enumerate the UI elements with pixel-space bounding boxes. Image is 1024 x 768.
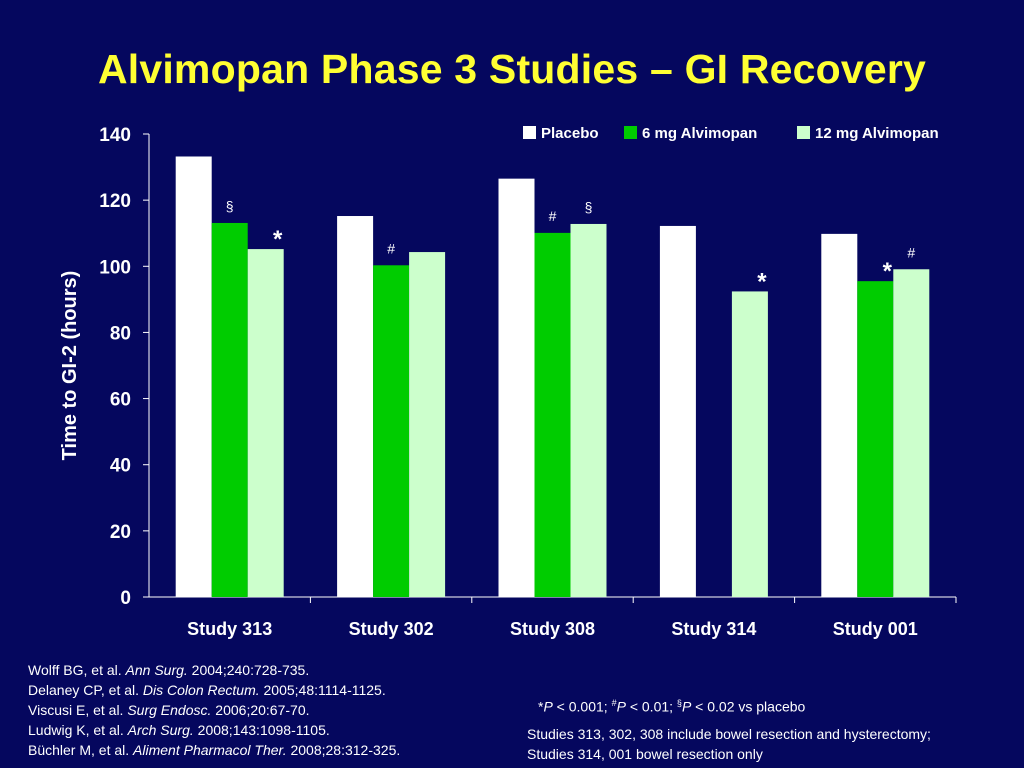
significance-footnote: *P < 0.001; #P < 0.01; §P < 0.02 vs plac…: [538, 698, 806, 715]
legend-swatch: [797, 126, 810, 139]
significance-marker: *: [273, 226, 283, 253]
x-tick-label: Study 308: [510, 619, 595, 639]
y-tick-label: 60: [110, 390, 131, 411]
reference-item: Wolff BG, et al. Ann Surg. 2004;240:728-…: [28, 662, 310, 678]
reference-item: Ludwig K, et al. Arch Surg. 2008;143:109…: [28, 722, 330, 738]
x-tick-label: Study 313: [187, 619, 272, 639]
bar: [893, 269, 930, 597]
bar-chart: 0 20 40 60 80 100 120 140 Time to GI-2 (hours) St…: [59, 125, 957, 639]
y-tick-label: 0: [120, 588, 131, 609]
y-tick-label: 100: [99, 257, 131, 278]
significance-marker: #: [549, 208, 557, 224]
bar: [247, 249, 284, 598]
x-tick-label: Study 314: [671, 619, 756, 639]
study-scope-line: Studies 314, 001 bowel resection only: [527, 746, 763, 762]
bar: [857, 281, 894, 597]
significance-marker: *: [883, 258, 893, 285]
significance-marker: §: [585, 199, 593, 215]
bar: [821, 233, 858, 597]
study-scope-line: Studies 313, 302, 308 include bowel rese…: [527, 726, 931, 742]
y-tick-label: 20: [110, 522, 131, 543]
references: Wolff BG, et al. Ann Surg. 2004;240:728-…: [28, 660, 400, 760]
bar: [731, 291, 768, 597]
legend-swatch: [523, 126, 536, 139]
legend-label: Placebo: [541, 125, 599, 142]
bar: [337, 216, 374, 597]
reference-item: Viscusi E, et al. Surg Endosc. 2006;20:6…: [28, 702, 310, 718]
y-tick-label: 120: [99, 191, 131, 212]
reference-item: Delaney CP, et al. Dis Colon Rectum. 200…: [28, 682, 386, 698]
significance-marker: *: [757, 268, 767, 295]
bar: [570, 223, 607, 597]
legend-swatch: [624, 126, 637, 139]
bar: [534, 232, 571, 597]
y-tick-label: 140: [99, 125, 131, 146]
significance-marker: #: [387, 240, 395, 256]
y-tick-label: 40: [110, 456, 131, 477]
legend-label: 6 mg Alvimopan: [642, 125, 757, 142]
legend-label: 12 mg Alvimopan: [815, 125, 939, 142]
x-tick-label: Study 001: [833, 619, 918, 639]
significance-marker: #: [907, 244, 915, 260]
bar: [373, 265, 410, 597]
slide-title: Alvimopan Phase 3 Studies – GI Recovery: [97, 46, 927, 92]
bar: [175, 156, 212, 597]
bar: [211, 222, 248, 597]
study-scope-note: Studies 313, 302, 308 include bowel rese…: [527, 724, 931, 764]
x-tick-label: Study 302: [349, 619, 434, 639]
y-axis-title: Time to GI-2 (hours): [59, 271, 81, 461]
bar: [659, 225, 696, 597]
bar: [409, 252, 446, 597]
reference-item: Büchler M, et al. Aliment Pharmacol Ther…: [28, 742, 401, 758]
significance-marker: §: [226, 198, 234, 214]
bar: [498, 178, 535, 597]
y-tick-label: 80: [110, 323, 131, 344]
